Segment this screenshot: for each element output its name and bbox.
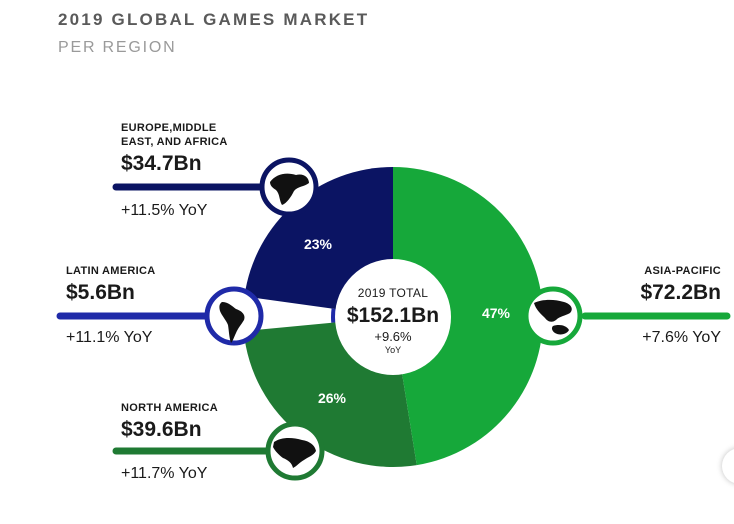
region-value-north-america: $39.6Bn [121,418,202,441]
region-yoy-north-america: +11.7% YoY [121,465,208,482]
region-value-asia-pacific: $72.2Bn [640,281,721,304]
emea-map-icon [259,157,319,217]
asia-pacific-map-icon [523,286,583,346]
slice-label-asia-pacific: 47% [482,305,511,321]
total-label: 2019 TOTAL [357,286,429,300]
region-name-emea-line2: EAST, AND AFRICA [121,136,228,148]
north-america-map-icon [265,421,325,481]
pie-center-hole [335,259,451,375]
region-name-asia-pacific: ASIA-PACIFIC [644,265,721,277]
total-change: +9.6% [374,329,412,344]
latin-america-map-icon [204,286,264,346]
region-name-north-america: NORTH AMERICA [121,402,218,414]
slice-label-latin-america: 4% [274,311,295,327]
slice-label-north-america: 26% [318,390,347,406]
pie-slice-asia-pacific [393,167,544,466]
region-yoy-latam: +11.1% YoY [66,329,153,346]
region-name-emea-line1: EUROPE,MIDDLE [121,122,217,134]
region-latam: LATIN AMERICA $5.6Bn [66,264,155,305]
region-north-america: NORTH AMERICA $39.6Bn [121,401,218,442]
region-asia-pacific: ASIA-PACIFIC $72.2Bn [600,264,721,305]
region-yoy-emea: +11.5% YoY [121,202,208,219]
region-name-latam: LATIN AMERICA [66,265,156,277]
total-change-unit: YoY [384,345,402,355]
chart-subtitle: PER REGION [58,39,177,56]
chart-title: 2019 GLOBAL GAMES MARKET [58,10,370,29]
total-value: $152.1Bn [346,304,440,327]
corner-bubble [722,448,734,484]
total-summary: 2019 TOTAL $152.1Bn +9.6% YoY [335,286,451,355]
region-emea: EUROPE,MIDDLE EAST, AND AFRICA $34.7Bn [121,121,228,176]
region-yoy-asia-pacific: +7.6% YoY [642,329,721,346]
region-value-emea: $34.7Bn [121,152,202,175]
region-value-latam: $5.6Bn [66,281,135,304]
slice-label-emea: 23% [304,236,333,252]
